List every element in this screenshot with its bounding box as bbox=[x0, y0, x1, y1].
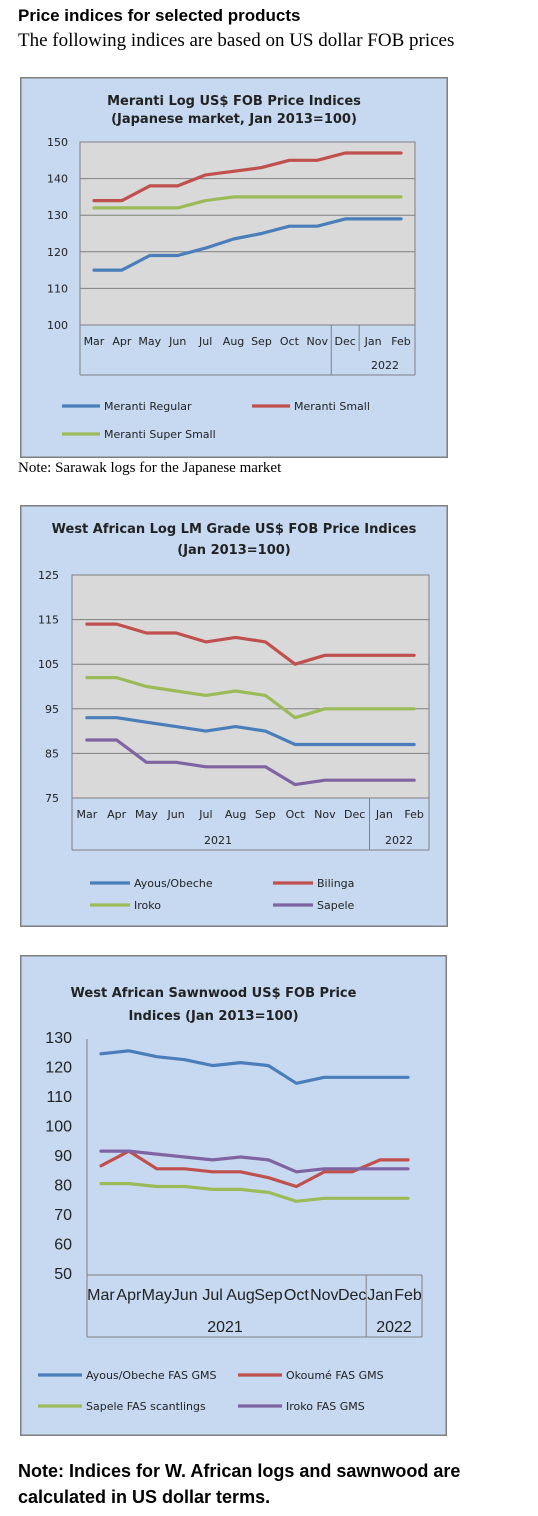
x-tick-label: Mar bbox=[87, 1287, 115, 1304]
x-tick-label: Mar bbox=[84, 335, 105, 348]
y-tick-label: 75 bbox=[45, 792, 59, 805]
x-tick-label: Sep bbox=[254, 1287, 283, 1304]
meranti-chart: Meranti Log US$ FOB Price Indices (Japane… bbox=[20, 77, 448, 458]
y-tick-label: 120 bbox=[47, 246, 68, 259]
series-line bbox=[99, 1049, 410, 1085]
x-tick-label: Dec bbox=[338, 1287, 366, 1304]
x-tick-label: Jan bbox=[364, 335, 382, 348]
y-tick-label: 85 bbox=[45, 747, 59, 760]
x-tick-label: Jun bbox=[172, 1287, 198, 1304]
x-tick-label: Jul bbox=[198, 335, 212, 348]
x-tick-label: Nov bbox=[310, 1287, 338, 1304]
page-subheading: The following indices are based on US do… bbox=[18, 30, 455, 51]
y-tick-label: 130 bbox=[47, 209, 68, 222]
west-african-sawnwood-chart: West African Sawnwood US$ FOB Price Indic… bbox=[20, 955, 447, 1436]
y-tick-label: 60 bbox=[54, 1237, 72, 1254]
x-tick-label: Apr bbox=[107, 808, 127, 821]
x-tick-label: Oct bbox=[280, 335, 300, 348]
x-tick-label: Oct bbox=[284, 1287, 309, 1304]
year-label: 2022 bbox=[371, 359, 399, 372]
x-tick-label: Aug bbox=[226, 1287, 254, 1304]
chart-subtitle: (Japanese market, Jan 2013=100) bbox=[111, 112, 357, 127]
y-tick-label: 105 bbox=[38, 658, 59, 671]
y-tick-label: 125 bbox=[38, 569, 59, 582]
legend-label: Meranti Small bbox=[294, 400, 370, 413]
x-tick-label: May bbox=[142, 1287, 172, 1304]
x-tick-label: Feb bbox=[404, 808, 423, 821]
series-line bbox=[92, 195, 403, 210]
x-tick-label: Feb bbox=[391, 335, 410, 348]
x-tick-label: Jun bbox=[168, 335, 186, 348]
series-line bbox=[85, 676, 416, 720]
legend-label: Meranti Super Small bbox=[104, 428, 216, 441]
y-tick-label: 140 bbox=[47, 173, 68, 186]
legend-label: Okoumé FAS GMS bbox=[286, 1369, 384, 1382]
x-tick-label: Jun bbox=[167, 808, 185, 821]
y-tick-label: 115 bbox=[38, 614, 59, 627]
legend-label: Bilinga bbox=[317, 877, 354, 890]
series-line bbox=[85, 716, 416, 747]
y-tick-label: 100 bbox=[47, 319, 68, 332]
x-tick-label: Jan bbox=[375, 808, 393, 821]
chart-title: West African Sawnwood US$ FOB Price bbox=[71, 986, 357, 1001]
x-tick-label: Apr bbox=[112, 335, 132, 348]
x-tick-label: May bbox=[138, 335, 161, 348]
y-tick-label: 150 bbox=[47, 136, 68, 149]
series-line bbox=[99, 1182, 410, 1203]
x-tick-label: Sep bbox=[255, 808, 276, 821]
note-sarawak: Note: Sarawak logs for the Japanese mark… bbox=[18, 460, 282, 476]
plot-area bbox=[79, 141, 416, 326]
legend-label: Meranti Regular bbox=[104, 400, 192, 413]
west-african-log-chart: West African Log LM Grade US$ FOB Price … bbox=[20, 505, 448, 927]
year-label: 2021 bbox=[207, 1319, 243, 1336]
x-tick-label: May bbox=[135, 808, 158, 821]
legend-label: Iroko bbox=[134, 899, 161, 912]
page-heading: Price indices for selected products bbox=[18, 6, 301, 25]
series-line bbox=[85, 738, 416, 787]
year-label: 2021 bbox=[204, 834, 232, 847]
legend-label: Sapele bbox=[317, 899, 355, 912]
y-tick-label: 95 bbox=[45, 703, 59, 716]
x-tick-label: Feb bbox=[394, 1287, 422, 1304]
plot-area bbox=[71, 574, 430, 799]
x-tick-label: Jul bbox=[202, 1287, 222, 1304]
legend-label: Iroko FAS GMS bbox=[286, 1400, 365, 1413]
series-line bbox=[99, 1149, 410, 1174]
y-tick-label: 70 bbox=[54, 1207, 72, 1224]
x-tick-label: Jul bbox=[198, 808, 212, 821]
legend-label: Ayous/Obeche bbox=[134, 877, 213, 890]
series-line bbox=[85, 622, 416, 666]
y-tick-label: 130 bbox=[45, 1030, 72, 1047]
y-tick-label: 80 bbox=[54, 1178, 72, 1195]
x-tick-label: Dec bbox=[335, 335, 356, 348]
x-tick-label: Apr bbox=[116, 1287, 142, 1304]
y-tick-label: 120 bbox=[45, 1060, 72, 1077]
series-line bbox=[92, 217, 403, 272]
year-label: 2022 bbox=[376, 1319, 412, 1336]
chart-subtitle: (Jan 2013=100) bbox=[177, 543, 290, 558]
series-line bbox=[92, 151, 403, 203]
x-tick-label: Oct bbox=[286, 808, 306, 821]
x-tick-label: Jan bbox=[367, 1287, 393, 1304]
y-tick-label: 50 bbox=[54, 1266, 72, 1283]
year-label: 2022 bbox=[385, 834, 413, 847]
legend-label: Ayous/Obeche FAS GMS bbox=[86, 1369, 216, 1382]
x-tick-label: Nov bbox=[314, 808, 336, 821]
x-tick-label: Dec bbox=[344, 808, 365, 821]
chart-subtitle: Indices (Jan 2013=100) bbox=[128, 1009, 298, 1024]
y-tick-label: 100 bbox=[45, 1119, 72, 1136]
x-tick-label: Nov bbox=[307, 335, 329, 348]
note-dollar-terms: Note: Indices for W. African logs and sa… bbox=[18, 1461, 461, 1507]
x-tick-label: Aug bbox=[223, 335, 244, 348]
chart-title: Meranti Log US$ FOB Price Indices bbox=[107, 94, 361, 109]
x-tick-label: Mar bbox=[76, 808, 97, 821]
legend-label: Sapele FAS scantlings bbox=[86, 1400, 206, 1413]
y-tick-label: 110 bbox=[46, 1089, 72, 1106]
x-tick-label: Aug bbox=[225, 808, 246, 821]
chart-panel bbox=[20, 955, 447, 1436]
chart-title: West African Log LM Grade US$ FOB Price … bbox=[52, 522, 417, 537]
y-tick-label: 110 bbox=[47, 282, 68, 295]
x-tick-label: Sep bbox=[251, 335, 272, 348]
y-tick-label: 90 bbox=[54, 1148, 72, 1165]
